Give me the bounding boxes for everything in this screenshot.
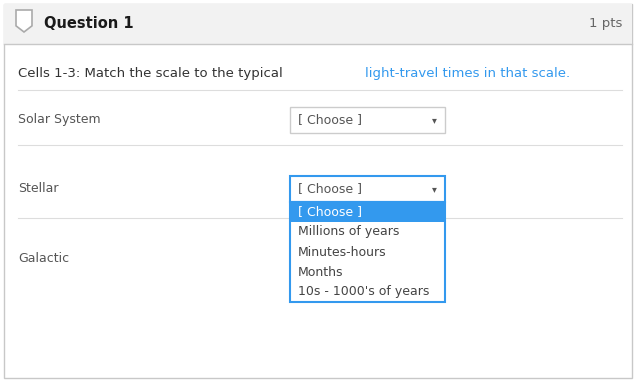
Text: ▾: ▾ (432, 184, 437, 194)
Text: [ Choose ]: [ Choose ] (298, 183, 362, 196)
Text: Galactic: Galactic (18, 251, 69, 264)
Text: Question 1: Question 1 (44, 16, 134, 31)
FancyBboxPatch shape (4, 4, 632, 44)
FancyBboxPatch shape (290, 202, 445, 302)
Text: Solar System: Solar System (18, 113, 100, 126)
FancyBboxPatch shape (4, 4, 632, 378)
FancyBboxPatch shape (290, 202, 445, 222)
Text: Months: Months (298, 265, 343, 278)
Text: light-travel times in that scale.: light-travel times in that scale. (365, 66, 570, 79)
Text: Minutes-hours: Minutes-hours (298, 246, 387, 259)
Text: Millions of years: Millions of years (298, 225, 399, 238)
Text: Stellar: Stellar (18, 183, 59, 196)
Text: 1 pts: 1 pts (589, 18, 622, 31)
FancyBboxPatch shape (290, 176, 445, 202)
Text: Cells 1-3: Match the scale to the typical: Cells 1-3: Match the scale to the typica… (18, 66, 287, 79)
Text: [ Choose ]: [ Choose ] (298, 113, 362, 126)
Polygon shape (16, 10, 32, 32)
Text: ▾: ▾ (432, 115, 437, 125)
Text: [ Choose ]: [ Choose ] (298, 206, 362, 219)
FancyBboxPatch shape (290, 107, 445, 133)
Text: 10s - 1000's of years: 10s - 1000's of years (298, 285, 429, 298)
